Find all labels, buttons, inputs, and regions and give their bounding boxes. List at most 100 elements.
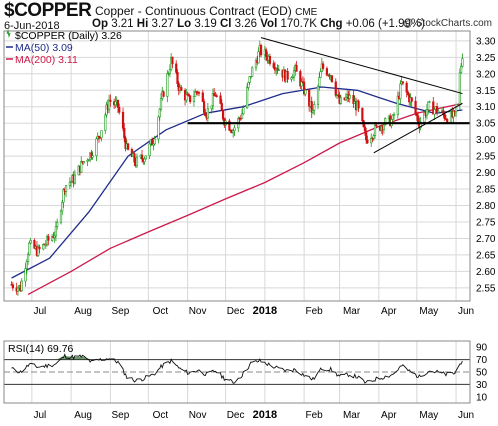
candle-body: [446, 119, 449, 123]
candle-body: [308, 89, 311, 107]
price-y-tick-label: 3.30: [476, 36, 496, 47]
change-label: Chg: [320, 18, 343, 30]
candle-body: [158, 108, 161, 118]
price-y-tick-label: 2.95: [476, 152, 496, 163]
candle-body: [396, 95, 399, 115]
candle-body: [210, 105, 213, 109]
candle-body: [228, 120, 231, 131]
candle-body: [432, 101, 435, 115]
price-y-tick-label: 3.20: [476, 69, 496, 80]
candle-body: [318, 77, 321, 87]
candle-body: [248, 76, 251, 83]
price-x-tick-label: Mar: [343, 306, 361, 317]
candle-body: [56, 222, 59, 227]
candle-body: [202, 101, 206, 113]
price-legend: $COPPER (Daily) 3.26 MA(50) 3.09 MA(200)…: [6, 29, 122, 66]
rsi-x-tick-label: Nov: [189, 410, 207, 421]
candle-body: [291, 76, 294, 79]
candle-body: [357, 100, 360, 109]
candle-body: [259, 45, 263, 56]
price-y-tick-label: 2.85: [476, 185, 496, 196]
rsi-x-tick-label: Sep: [111, 410, 129, 421]
candle-body: [126, 143, 130, 150]
candle-body: [105, 104, 108, 116]
candle-body: [197, 92, 201, 94]
candle-body: [130, 149, 133, 158]
candle-body: [415, 112, 418, 117]
candle-body: [124, 137, 127, 149]
low-value: 3.19: [194, 18, 217, 30]
close-value: 3.26: [234, 18, 258, 30]
rsi-y-tick-label: 70: [476, 355, 488, 366]
candle-body: [277, 69, 280, 71]
price-y-tick-label: 2.70: [476, 234, 496, 245]
candle-body: [148, 143, 151, 157]
price-y-tick-label: 2.90: [476, 168, 496, 179]
close-label: Cl: [219, 18, 232, 30]
candle-body: [189, 95, 192, 102]
candle-body: [168, 69, 171, 74]
high-value: 3.27: [151, 18, 174, 30]
candle-body: [204, 112, 207, 117]
price-stats: Op 3.21 Hi 3.27 Lo 3.19 Cl 3.26 Vol 170.…: [92, 18, 425, 30]
candle-body: [265, 49, 268, 57]
rsi-x-tick-label: Feb: [305, 410, 323, 421]
candle-body: [108, 99, 111, 110]
candle-body: [26, 254, 30, 262]
candle-body: [232, 130, 235, 134]
candle-body: [16, 287, 20, 292]
candle-body: [373, 124, 377, 136]
legend-price: $COPPER (Daily) 3.26: [15, 30, 122, 42]
candle-body: [215, 95, 218, 97]
rsi-y-tick-label: 10: [476, 392, 488, 403]
candle-body: [348, 95, 351, 99]
candle-body: [254, 60, 258, 69]
candle-body: [121, 111, 125, 129]
price-y-tick-label: 2.55: [476, 283, 496, 294]
rsi-y-tick-label: 90: [476, 343, 488, 354]
candle-body: [268, 56, 272, 64]
candle-body: [304, 89, 307, 95]
candle-body: [68, 182, 71, 186]
candle-body: [59, 210, 63, 223]
chart-date: 6-Jun-2018: [4, 20, 60, 32]
candle-body: [114, 101, 117, 106]
rsi-overbought-area: [55, 355, 65, 360]
price-y-tick-label: 2.65: [476, 250, 496, 261]
price-y-tick-label: 3.10: [476, 102, 496, 113]
volume-value: 170.7K: [280, 18, 317, 30]
candle-body: [372, 135, 375, 139]
change-value: +0.06 (+1.99%): [345, 18, 425, 30]
candle-body: [159, 98, 163, 110]
candle-body: [90, 152, 93, 158]
rsi-x-tick-label: May: [419, 410, 438, 421]
open-value: 3.21: [111, 18, 134, 30]
candle-body: [352, 95, 355, 104]
candle-body: [20, 280, 23, 292]
candle-body: [239, 118, 242, 120]
instrument-title: Copper - Continuous Contract (EOD): [95, 4, 292, 18]
price-x-tick-label: 2018: [253, 305, 277, 317]
chart-symbol: $COPPER: [4, 0, 92, 21]
candle-body: [233, 127, 236, 132]
candle-body: [64, 185, 68, 192]
candle-body: [410, 97, 413, 102]
candle-body: [365, 130, 368, 141]
candle-body: [73, 174, 77, 184]
candle-body: [423, 112, 426, 123]
copyright-notice: @ StockCharts.com: [402, 18, 492, 29]
price-y-tick-label: 3.25: [476, 53, 496, 64]
exchange-label: CME: [295, 7, 318, 18]
candle-body: [247, 82, 250, 88]
candle-body: [192, 95, 196, 102]
candle-body: [399, 83, 402, 99]
candle-body: [391, 114, 394, 120]
candle-body: [95, 138, 98, 156]
candle-body: [382, 124, 385, 131]
candle-body: [91, 155, 94, 158]
candle-body: [286, 71, 289, 80]
price-y-tick-label: 3.15: [476, 86, 496, 97]
candle-body: [80, 160, 83, 173]
triangle-trendline: [373, 103, 463, 154]
